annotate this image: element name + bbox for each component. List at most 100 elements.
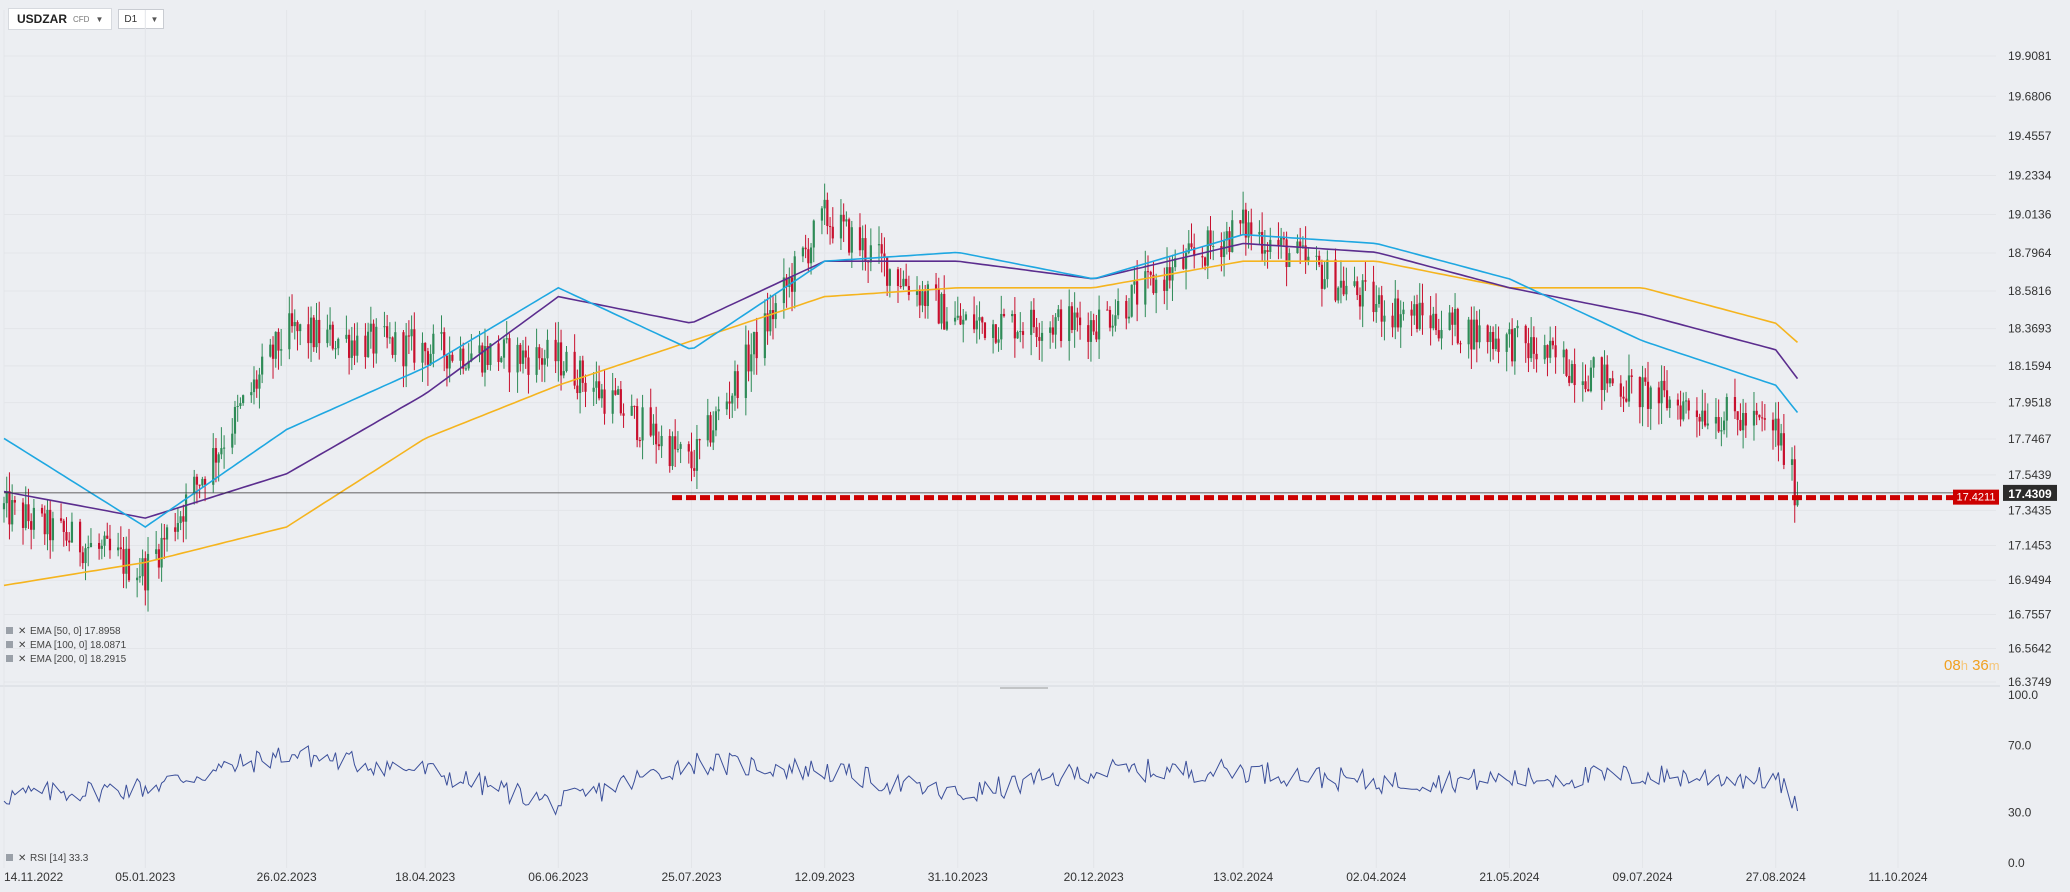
candle-body: [736, 371, 739, 399]
candle-body: [220, 448, 223, 455]
price-tick-label: 17.5439: [2008, 468, 2052, 482]
candle-body: [1242, 209, 1245, 224]
price-tick-label: 19.6806: [2008, 89, 2052, 103]
candle-body: [413, 329, 416, 363]
candle-body: [1486, 325, 1489, 343]
candle-body: [1453, 308, 1457, 325]
candle-body: [709, 415, 712, 443]
candle-body: [486, 346, 489, 365]
candle-body: [1742, 412, 1745, 431]
candle-body: [1193, 247, 1196, 257]
candle-body: [1562, 349, 1565, 358]
candle-body: [896, 269, 900, 287]
candle-body: [1301, 245, 1304, 247]
candle-body: [274, 331, 277, 359]
candle-body: [793, 256, 796, 292]
candle-body: [695, 439, 699, 471]
candle-body: [1016, 332, 1019, 339]
price-tick-label: 16.9494: [2008, 573, 2052, 587]
candle-body: [1456, 308, 1459, 344]
candle-body: [978, 317, 981, 321]
candle-body: [106, 535, 109, 539]
candle-body: [345, 334, 348, 339]
candle-body: [467, 361, 470, 369]
candle-body: [1097, 309, 1101, 340]
indicator-settings-icon: [6, 655, 13, 662]
candle-body: [1231, 220, 1234, 253]
candle-body: [1228, 231, 1231, 253]
candle-body: [212, 448, 215, 485]
candle-body: [962, 319, 965, 325]
ema100-line: [3, 242, 1799, 519]
candle-body: [983, 322, 987, 338]
candle-body: [1002, 313, 1006, 317]
candle-body: [464, 368, 468, 370]
candle-body: [421, 342, 424, 363]
candle-body: [953, 317, 957, 322]
candle-body: [1038, 337, 1041, 341]
candle-body: [1600, 357, 1603, 391]
candle-body: [1032, 309, 1035, 328]
candle-body: [1589, 367, 1593, 392]
candle-body: [1720, 430, 1723, 432]
candle-body: [790, 277, 794, 292]
candle-body: [125, 548, 128, 574]
candle-body: [27, 504, 30, 522]
candle-body: [1361, 280, 1364, 307]
candle-body: [1225, 231, 1228, 241]
candle-body: [565, 351, 568, 372]
candle-body: [1356, 281, 1359, 296]
indicator-remove-icon: ✕: [18, 853, 26, 864]
candle-body: [1606, 364, 1609, 384]
rsi-line: [3, 745, 1798, 816]
candle-body: [1000, 313, 1003, 340]
candle-body: [1592, 357, 1595, 368]
date-tick-label: 31.10.2023: [928, 870, 988, 884]
candle-body: [1068, 306, 1071, 342]
candle-body: [375, 326, 378, 354]
indicator-settings-icon: [6, 854, 13, 861]
candle-body: [655, 423, 658, 445]
candle-body: [1372, 281, 1375, 313]
candle-body: [1212, 246, 1215, 248]
candle-body: [1722, 420, 1726, 431]
candle-body: [1323, 279, 1326, 289]
support-price-marker: [1953, 489, 1999, 505]
candle-body: [1239, 220, 1242, 224]
candle-body: [934, 284, 938, 289]
candle-body: [250, 392, 253, 396]
rsi-tick-label: 70.0: [2008, 738, 2032, 752]
candle-body: [1527, 343, 1530, 359]
candle-body: [788, 277, 791, 287]
candle-body: [1396, 298, 1400, 328]
candle-body: [233, 407, 237, 434]
candle-body: [89, 542, 93, 548]
candle-body: [489, 343, 492, 365]
price-tick-label: 18.5816: [2008, 284, 2052, 298]
indicator-settings-icon: [6, 641, 13, 648]
candle-body: [269, 344, 272, 357]
candle-body: [470, 353, 473, 362]
candle-body: [239, 403, 242, 406]
candle-body: [1144, 271, 1147, 305]
candle-body: [1695, 410, 1699, 417]
candle-body: [1339, 280, 1343, 288]
candle-body: [1320, 264, 1324, 289]
candle-body: [1415, 304, 1419, 329]
candle-body: [638, 440, 641, 442]
symbol-selector[interactable]: USDZAR CFD ▼: [8, 8, 113, 30]
date-tick-label: 26.02.2023: [257, 870, 317, 884]
date-tick-label: 13.02.2024: [1213, 870, 1273, 884]
candle-body: [858, 227, 862, 251]
candle-body: [1087, 325, 1090, 342]
candle-body: [1508, 329, 1511, 335]
candle-body: [622, 413, 625, 416]
candle-body: [1182, 258, 1185, 269]
candle-body: [1646, 381, 1650, 409]
candle-body: [367, 331, 370, 358]
candle-body: [328, 324, 332, 330]
candle-body: [59, 518, 63, 521]
candle-body: [820, 208, 824, 221]
timeframe-selector[interactable]: D1 ▼: [118, 9, 165, 29]
